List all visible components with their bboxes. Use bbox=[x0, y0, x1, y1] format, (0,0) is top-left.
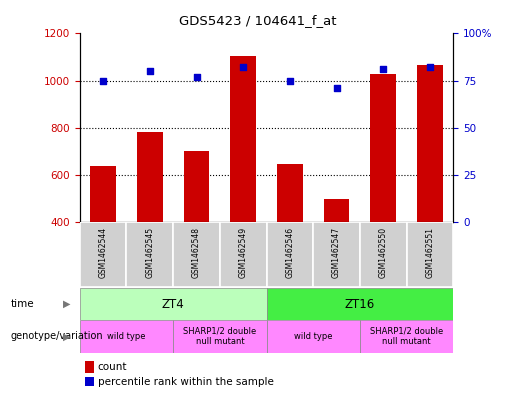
Text: GDS5423 / 104641_f_at: GDS5423 / 104641_f_at bbox=[179, 14, 336, 27]
Point bbox=[193, 73, 201, 80]
Text: GSM1462549: GSM1462549 bbox=[238, 227, 248, 278]
Text: percentile rank within the sample: percentile rank within the sample bbox=[98, 377, 274, 387]
Text: GSM1462550: GSM1462550 bbox=[379, 227, 388, 278]
Text: SHARP1/2 double
null mutant: SHARP1/2 double null mutant bbox=[183, 327, 256, 346]
Bar bbox=[80, 320, 173, 353]
Bar bbox=[267, 320, 360, 353]
Text: count: count bbox=[98, 362, 127, 373]
Bar bbox=[80, 222, 127, 287]
Point bbox=[146, 68, 154, 74]
Bar bbox=[406, 222, 453, 287]
Bar bbox=[360, 320, 453, 353]
Point bbox=[286, 77, 294, 84]
Bar bbox=[80, 288, 267, 320]
Bar bbox=[417, 64, 443, 222]
Text: wild type: wild type bbox=[107, 332, 146, 341]
Text: GSM1462544: GSM1462544 bbox=[99, 227, 108, 278]
Text: wild type: wild type bbox=[294, 332, 333, 341]
Text: ZT16: ZT16 bbox=[345, 298, 375, 311]
Bar bbox=[220, 222, 267, 287]
Text: GSM1462551: GSM1462551 bbox=[425, 227, 434, 277]
Point bbox=[426, 64, 434, 70]
Bar bbox=[137, 132, 163, 222]
Point bbox=[239, 64, 247, 70]
Text: genotype/variation: genotype/variation bbox=[10, 331, 103, 342]
Point bbox=[332, 85, 340, 91]
Bar bbox=[184, 151, 209, 222]
Text: GSM1462547: GSM1462547 bbox=[332, 227, 341, 278]
Text: ZT4: ZT4 bbox=[162, 298, 184, 311]
Text: GSM1462545: GSM1462545 bbox=[145, 227, 154, 278]
Bar bbox=[370, 74, 396, 222]
Text: time: time bbox=[10, 299, 34, 309]
Bar bbox=[267, 222, 313, 287]
Bar bbox=[313, 222, 360, 287]
Bar bbox=[360, 222, 406, 287]
Text: ▶: ▶ bbox=[63, 331, 71, 342]
Bar bbox=[173, 222, 220, 287]
Bar bbox=[90, 166, 116, 222]
Point bbox=[379, 66, 387, 72]
Bar bbox=[324, 199, 349, 222]
Text: SHARP1/2 double
null mutant: SHARP1/2 double null mutant bbox=[370, 327, 443, 346]
Text: GSM1462546: GSM1462546 bbox=[285, 227, 295, 278]
Bar bbox=[267, 288, 453, 320]
Point bbox=[99, 77, 107, 84]
Bar bbox=[173, 320, 267, 353]
Bar bbox=[277, 163, 303, 222]
Bar bbox=[230, 56, 256, 222]
Bar bbox=[127, 222, 173, 287]
Text: GSM1462548: GSM1462548 bbox=[192, 227, 201, 277]
Text: ▶: ▶ bbox=[63, 299, 71, 309]
